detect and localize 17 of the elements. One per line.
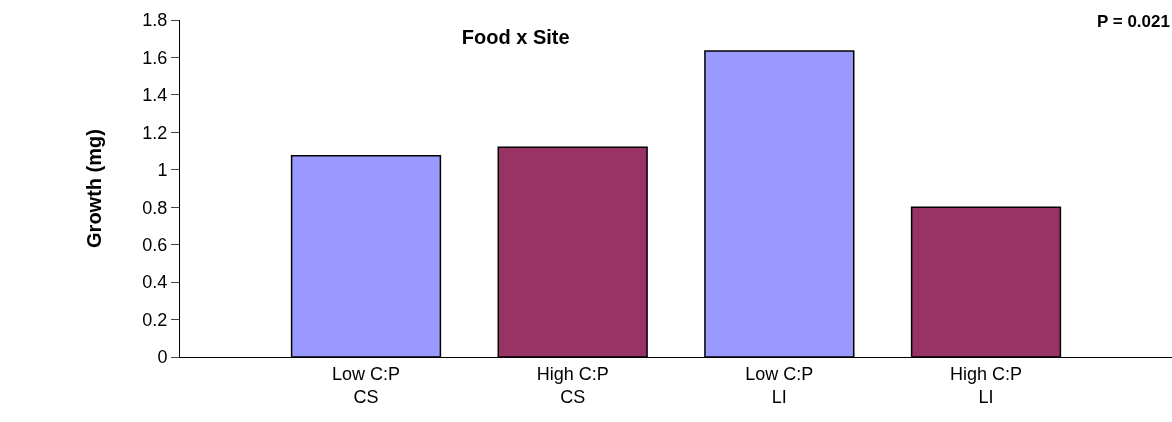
y-tick-label: 1.4	[142, 85, 168, 106]
y-tick-label: 0	[157, 347, 168, 368]
x-tick-label: High C:P CS	[536, 363, 609, 407]
x-tick-label: High C:P LI	[949, 363, 1023, 407]
y-tick-label: 1.6	[142, 47, 168, 68]
y-tick-label: 1.8	[142, 10, 168, 31]
y-tick-label: 1	[157, 160, 168, 181]
chart-title: Food x Site	[461, 25, 570, 48]
y-tick-label: 1.2	[142, 122, 168, 143]
y-tick-label: 0.2	[142, 309, 168, 330]
y-tick-label: 0.8	[142, 197, 168, 218]
annotation: P = 0.021	[1097, 12, 1170, 31]
y-tick-label: 0.4	[142, 272, 168, 293]
x-tick-label: Low C:P CS	[331, 363, 401, 407]
y-axis-title: Growth (mg)	[82, 129, 105, 248]
y-tick-label: 0.6	[142, 234, 168, 255]
x-tick-label: Low C:P LI	[745, 363, 814, 407]
